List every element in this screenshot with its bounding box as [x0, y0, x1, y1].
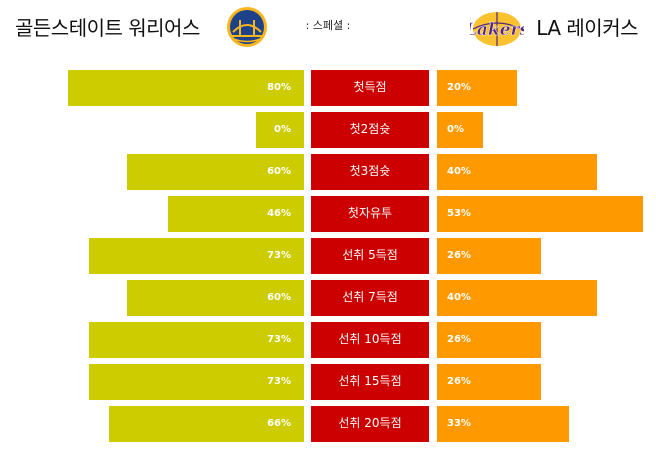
home-percent: 73% [267, 334, 291, 345]
away-bar [437, 70, 517, 106]
stat-row: 60% 첫3점슛 40% [0, 154, 656, 190]
special-title: : 스페셜 : [305, 19, 351, 32]
away-percent: 26% [447, 250, 471, 261]
stat-row: 73% 선취 5득점 26% [0, 238, 656, 274]
gsw-logo-icon [227, 7, 267, 47]
header: 골든스테이트 워리어스 : 스페셜 : Lakers LA 레이커스 [0, 0, 656, 60]
stat-row: 66% 선취 20득점 33% [0, 406, 656, 442]
home-team-name: 골든스테이트 워리어스 [15, 16, 200, 40]
home-bar [109, 406, 304, 442]
away-percent: 33% [447, 418, 471, 429]
away-bar [437, 406, 569, 442]
home-bar [88, 322, 304, 358]
away-percent: 0% [447, 124, 464, 135]
away-percent: 20% [447, 82, 471, 93]
category-label: 첫자유투 [311, 196, 429, 232]
away-percent: 26% [447, 376, 471, 387]
svg-text:Lakers: Lakers [470, 20, 524, 40]
home-bar [256, 112, 304, 148]
category-label: 선취 15득점 [311, 364, 429, 400]
away-bar [437, 280, 597, 316]
away-percent: 40% [447, 166, 471, 177]
home-bar [68, 70, 304, 106]
stat-row: 0% 첫2점슛 0% [0, 112, 656, 148]
category-label: 첫2점슛 [311, 112, 429, 148]
home-bar [88, 238, 304, 274]
home-bar [127, 280, 304, 316]
home-percent: 73% [267, 376, 291, 387]
lakers-logo-icon: Lakers [470, 12, 524, 46]
category-label: 선취 10득점 [311, 322, 429, 358]
category-label: 첫3점슛 [311, 154, 429, 190]
home-percent: 60% [267, 292, 291, 303]
home-bar [127, 154, 304, 190]
away-bar [437, 322, 541, 358]
stat-row: 80% 첫득점 20% [0, 70, 656, 106]
away-percent: 26% [447, 334, 471, 345]
away-bar [437, 154, 597, 190]
away-bar [437, 364, 541, 400]
away-bar [437, 112, 483, 148]
stat-row: 46% 첫자유투 53% [0, 196, 656, 232]
home-bar [88, 364, 304, 400]
home-percent: 73% [267, 250, 291, 261]
category-label: 선취 5득점 [311, 238, 429, 274]
home-percent: 46% [267, 208, 291, 219]
home-percent: 60% [267, 166, 291, 177]
home-bar [168, 196, 304, 232]
away-percent: 53% [447, 208, 471, 219]
category-label: 선취 7득점 [311, 280, 429, 316]
away-bar [437, 196, 643, 232]
away-team-name: LA 레이커스 [536, 16, 638, 40]
home-percent: 80% [267, 82, 291, 93]
stat-row: 60% 선취 7득점 40% [0, 280, 656, 316]
away-percent: 40% [447, 292, 471, 303]
away-bar [437, 238, 541, 274]
stat-row: 73% 선취 15득점 26% [0, 364, 656, 400]
category-label: 선취 20득점 [311, 406, 429, 442]
home-percent: 0% [274, 124, 291, 135]
category-label: 첫득점 [311, 70, 429, 106]
stat-row: 73% 선취 10득점 26% [0, 322, 656, 358]
home-percent: 66% [267, 418, 291, 429]
